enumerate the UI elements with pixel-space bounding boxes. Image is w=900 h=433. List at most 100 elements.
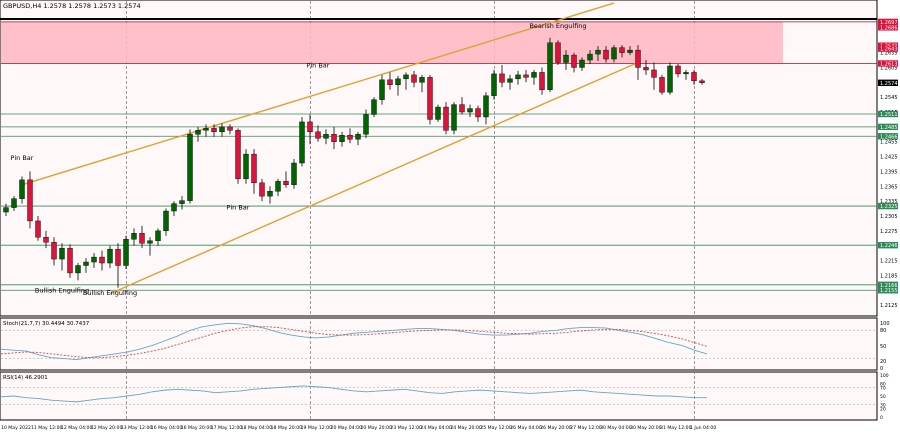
- candle-body-18: [147, 240, 153, 244]
- candle-body-78: [627, 49, 633, 53]
- time-label-21: 30 May 20:00: [630, 425, 662, 431]
- candle-body-33: [267, 191, 273, 197]
- support-tag-0: 1.2511: [880, 112, 898, 118]
- time-label-5: 16 May 04:00: [151, 425, 183, 431]
- candle-body-56: [451, 104, 457, 131]
- price-tick-14: 1.2215: [880, 259, 898, 265]
- candle-body-13: [107, 248, 113, 264]
- price-tag-5: 1.2574: [880, 81, 898, 87]
- candle-body-83: [667, 65, 673, 93]
- candle-body-84: [675, 65, 681, 75]
- rsi-tick-0: 100: [880, 373, 889, 379]
- price-tag-bg-1: [878, 24, 898, 31]
- support-tag-bg-4: [878, 241, 898, 249]
- time-label-22: 31 May 12:00: [660, 425, 692, 431]
- pattern-label-3: Pin Bar: [227, 204, 250, 212]
- price-tag-bg-3: [878, 45, 898, 52]
- candle-body-32: [259, 182, 265, 197]
- price-tag-bg-4: [878, 60, 898, 67]
- price-tag-1: 1.2686: [880, 25, 898, 31]
- channel-upper-line: [21, 2, 615, 186]
- candle-body-53: [427, 77, 433, 120]
- candle-body-61: [491, 73, 497, 96]
- candle-body-31: [251, 153, 257, 184]
- price-tick-7: 1.2425: [880, 155, 898, 161]
- candle-body-41: [331, 134, 337, 142]
- candle-body-36: [291, 162, 297, 185]
- support-tag-bg-6: [878, 287, 898, 294]
- time-label-2: 12 May 04:00: [61, 425, 93, 431]
- time-label-18: 26 May 20:00: [540, 425, 572, 431]
- stoch-tick-0: 100: [880, 321, 890, 327]
- candle-body-7: [59, 247, 65, 260]
- rsi-panel: [0, 371, 878, 421]
- candle-body-66: [531, 72, 537, 78]
- time-label-3: 12 May 20:00: [91, 425, 123, 431]
- candle-body-24: [195, 130, 201, 135]
- stoch-header: Stoch(21,7,7) 30.4494 30.7437: [3, 321, 90, 327]
- pattern-label-5: Bearish Engulfing: [529, 22, 586, 30]
- candle-body-17: [139, 233, 145, 244]
- candle-body-39: [315, 131, 321, 139]
- candle-body-75: [603, 49, 609, 60]
- candle-body-45: [363, 114, 369, 135]
- candle-body-72: [579, 59, 585, 68]
- time-label-13: 23 May 12:00: [390, 425, 422, 431]
- candle-body-59: [475, 108, 481, 118]
- candle-body-40: [323, 134, 329, 139]
- time-label-14: 24 May 04:00: [420, 425, 452, 431]
- price-tag-bg-5: [878, 79, 898, 87]
- candle-body-50: [403, 74, 409, 80]
- candle-body-42: [339, 135, 345, 142]
- candle-body-62: [499, 73, 505, 83]
- time-label-23: 1 Jun 04:00: [690, 425, 716, 431]
- candle-body-5: [43, 237, 49, 243]
- time-label-6: 16 May 20:00: [181, 425, 213, 431]
- candle-body-74: [595, 49, 601, 55]
- candle-body-67: [539, 72, 545, 90]
- resistance-zone: [1, 21, 783, 64]
- candle-body-8: [67, 247, 73, 274]
- time-label-17: 26 May 04:00: [510, 425, 542, 431]
- candle-body-9: [75, 265, 81, 274]
- candle-body-37: [299, 121, 305, 164]
- candle-body-65: [523, 74, 529, 78]
- candle-body-73: [587, 53, 593, 61]
- support-tag-bg-1: [878, 123, 898, 131]
- candle-body-35: [283, 181, 289, 185]
- candle-body-4: [35, 220, 41, 238]
- support-tag-bg-5: [878, 281, 898, 288]
- stoch-signal-line: [0, 326, 708, 359]
- candle-body-85: [683, 72, 689, 75]
- rsi-tick-2: 70: [880, 386, 886, 392]
- candle-body-27: [219, 126, 225, 133]
- candle-body-25: [203, 128, 209, 131]
- stoch-panel: [0, 317, 878, 371]
- time-label-4: 13 May 12:00: [121, 425, 153, 431]
- candle-body-81: [651, 69, 657, 78]
- pattern-label-1: Bullish Engulfing: [35, 287, 89, 295]
- candle-body-70: [563, 54, 569, 63]
- stoch-main-line: [0, 322, 708, 360]
- price-tick-8: 1.2395: [880, 169, 898, 175]
- candle-body-52: [419, 77, 425, 83]
- candle-body-11: [91, 256, 97, 263]
- candle-body-79: [635, 49, 641, 68]
- candle-body-3: [27, 179, 33, 222]
- candle-body-22: [179, 200, 185, 204]
- candle-body-29: [235, 130, 241, 180]
- candle-body-43: [347, 135, 353, 140]
- candle-body-1: [11, 198, 17, 208]
- time-label-8: 18 May 04:00: [241, 425, 273, 431]
- time-label-9: 18 May 20:00: [271, 425, 303, 431]
- price-tick-15: 1.2185: [880, 273, 898, 279]
- price-tick-12: 1.2275: [880, 229, 898, 235]
- channel-lower-line: [109, 61, 639, 295]
- stoch-tick-3: 20: [880, 359, 886, 365]
- rsi-tick-4: 30: [880, 402, 886, 408]
- support-tag-bg-3: [878, 202, 898, 210]
- support-tag-1: 1.2485: [880, 125, 898, 131]
- candle-body-60: [483, 95, 489, 118]
- candle-body-47: [379, 79, 385, 100]
